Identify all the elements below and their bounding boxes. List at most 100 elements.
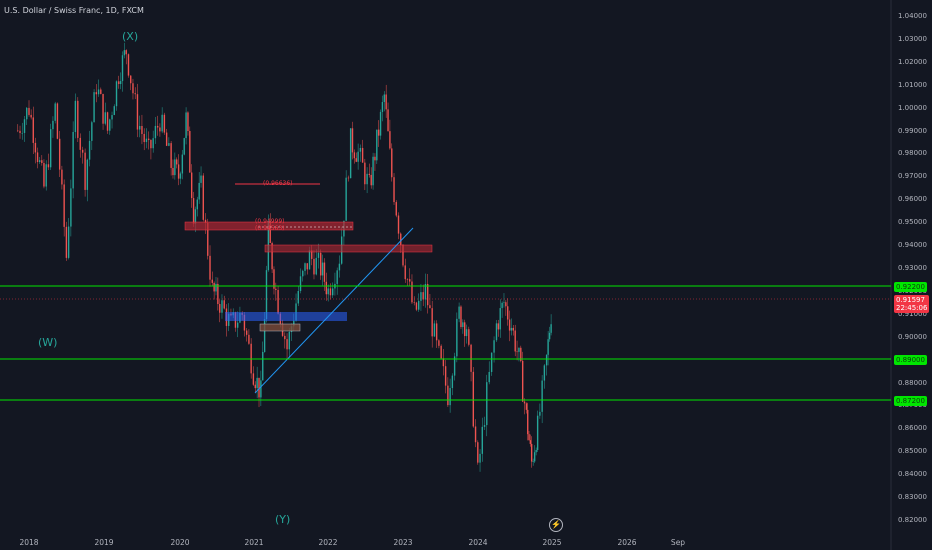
level-tag-middle: 0.89000 xyxy=(894,355,927,365)
candle-body xyxy=(435,323,438,341)
price-axis-label: 0.88000 xyxy=(898,378,927,387)
candle-body xyxy=(374,156,376,161)
candle-body xyxy=(510,327,513,331)
candle-body xyxy=(286,339,288,350)
candle-body xyxy=(196,199,198,210)
candle-body xyxy=(161,114,163,132)
countdown-timer: 22:45:06 xyxy=(896,304,928,312)
candle-body xyxy=(338,263,341,271)
time-axis-label: 2023 xyxy=(393,538,413,547)
candle-body xyxy=(313,258,315,275)
candle-body xyxy=(462,322,464,328)
price-axis-label: 0.95000 xyxy=(898,218,927,227)
candle-body xyxy=(36,152,39,163)
candle-body xyxy=(223,300,225,309)
candle-body xyxy=(65,226,68,258)
candle-body xyxy=(495,323,498,341)
candle-body xyxy=(383,94,385,103)
candle-body xyxy=(132,83,134,94)
candle-body xyxy=(263,319,266,352)
candle-body xyxy=(70,188,72,227)
candle-body xyxy=(202,175,204,220)
candle-body xyxy=(111,115,113,120)
candle-body xyxy=(262,351,264,381)
candle-body xyxy=(91,122,93,141)
candle-body xyxy=(156,125,159,128)
candle-body xyxy=(271,242,273,270)
candle-body xyxy=(477,442,479,463)
level-tag-lower: 0.87200 xyxy=(894,396,927,406)
candle-body xyxy=(389,131,391,149)
candle-body xyxy=(357,151,359,162)
wave-label-x: (X) xyxy=(122,30,139,43)
candle-body xyxy=(353,152,356,159)
price-axis-label: 0.84000 xyxy=(898,470,927,479)
candle-body xyxy=(130,75,132,84)
candle-body xyxy=(458,306,460,319)
price-axis-label: 0.97000 xyxy=(898,172,927,181)
candle-body xyxy=(77,100,79,138)
candle-body xyxy=(331,288,334,296)
support-zone-brown xyxy=(259,323,301,332)
candle-body xyxy=(125,50,127,55)
candle-body xyxy=(385,94,387,110)
time-axis-label: 2024 xyxy=(468,538,488,547)
replay-icon[interactable]: ⚡ xyxy=(549,518,563,532)
candle-body xyxy=(260,380,262,398)
candle-body xyxy=(293,320,295,327)
candle-body xyxy=(252,373,255,385)
candle-body xyxy=(321,262,324,276)
candle-body xyxy=(170,143,172,168)
candle-body xyxy=(275,288,277,291)
candle-body xyxy=(320,252,322,276)
candle-body xyxy=(351,128,354,153)
candle-body xyxy=(541,380,543,412)
candle-body xyxy=(58,138,61,170)
candle-body xyxy=(393,177,395,203)
candle-body xyxy=(529,440,532,444)
candle-body xyxy=(391,148,393,178)
price-axis-label: 0.83000 xyxy=(898,493,927,502)
candle-body xyxy=(370,174,372,186)
candle-body xyxy=(288,331,291,350)
candle-body xyxy=(297,291,299,304)
candle-body xyxy=(79,137,81,150)
candle-body xyxy=(159,127,161,132)
candle-body xyxy=(355,158,357,162)
price-axis-label: 0.93000 xyxy=(898,264,927,272)
candle-body xyxy=(329,288,332,296)
candle-body xyxy=(306,263,308,270)
candle-body xyxy=(372,156,374,186)
candle-body xyxy=(185,112,187,139)
candle-body xyxy=(397,215,400,234)
candle-body xyxy=(503,302,505,303)
candle-body xyxy=(245,330,248,335)
candle-body xyxy=(395,202,397,216)
candle-body xyxy=(402,244,404,266)
candle-body xyxy=(72,131,74,189)
candle-body xyxy=(177,164,180,179)
candle-body xyxy=(444,366,447,386)
level-tag-upper: 0.92200 xyxy=(894,282,927,292)
resistance-zone-1 xyxy=(184,221,354,231)
candle-body xyxy=(113,106,115,116)
price-axis-label: 0.91000 xyxy=(898,309,927,318)
candle-body xyxy=(349,128,352,179)
candle-body xyxy=(533,452,536,462)
price-axis-label: 1.00000 xyxy=(898,103,927,112)
candle-body xyxy=(451,375,454,389)
candle-body xyxy=(165,132,168,146)
candle-body xyxy=(183,138,185,155)
candle-body xyxy=(221,300,223,313)
candle-body xyxy=(19,130,21,134)
candle-body xyxy=(139,125,141,130)
candle-body xyxy=(284,335,286,340)
top-resistance-label: (0.96636) xyxy=(263,180,293,187)
time-axis-label: Sep xyxy=(670,538,686,547)
candle-body xyxy=(376,129,378,161)
candle-body xyxy=(323,262,326,282)
candle-body xyxy=(93,92,95,123)
candle-body xyxy=(481,426,483,454)
candle-body xyxy=(174,159,176,176)
